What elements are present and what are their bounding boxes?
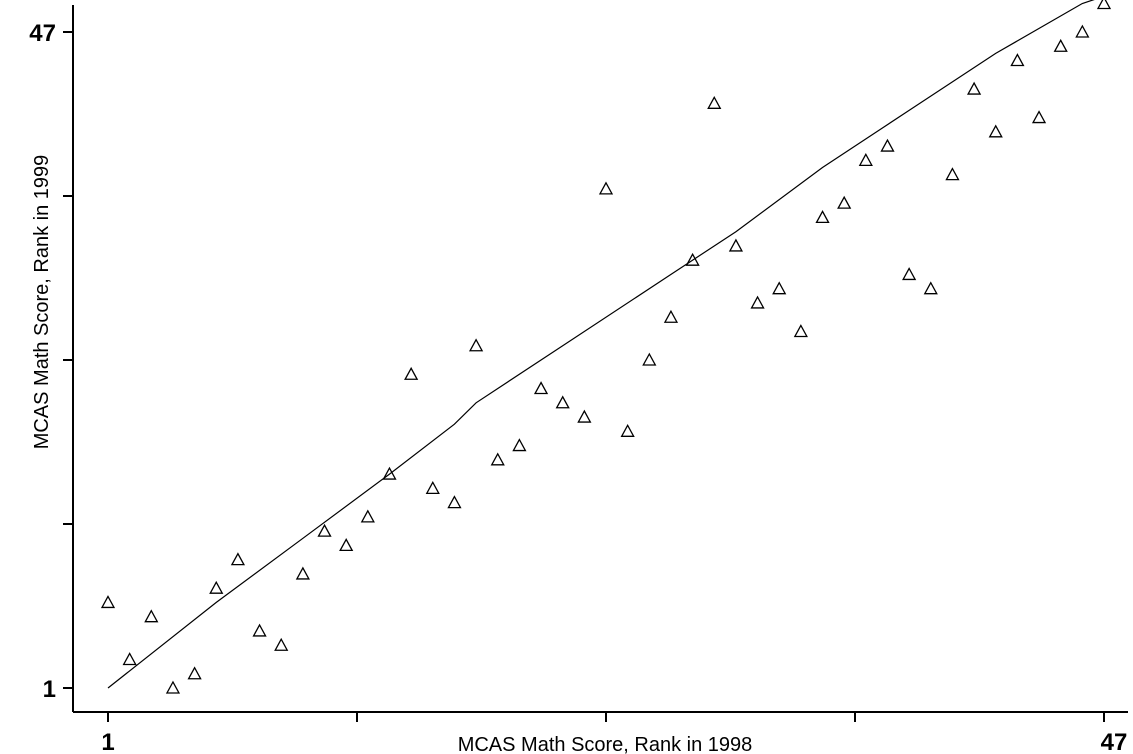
data-points xyxy=(100,0,1112,694)
data-point xyxy=(100,595,116,609)
data-point xyxy=(663,309,679,323)
data-point xyxy=(750,295,765,309)
data-point xyxy=(966,81,982,95)
y-tick-label: 1 xyxy=(43,676,56,703)
x-tick-label: 47 xyxy=(1101,729,1128,754)
data-point xyxy=(1031,110,1047,124)
data-point xyxy=(165,680,181,694)
data-point xyxy=(425,480,440,494)
data-point xyxy=(598,181,614,195)
y-axis-title: MCAS Math Score, Rank in 1999 xyxy=(31,155,53,450)
data-point xyxy=(490,452,505,466)
data-point xyxy=(360,509,375,523)
data-point xyxy=(555,395,570,409)
data-point xyxy=(512,438,527,452)
data-point xyxy=(793,324,808,338)
data-point xyxy=(577,409,592,423)
fit-line xyxy=(107,0,1095,689)
axes xyxy=(72,5,1128,713)
y-tick-label: 47 xyxy=(29,20,56,47)
data-point xyxy=(404,366,419,380)
data-point xyxy=(642,352,657,366)
data-point xyxy=(988,124,1003,138)
x-axis-title: MCAS Math Score, Rank in 1998 xyxy=(458,734,753,754)
data-point xyxy=(295,566,310,580)
data-point xyxy=(923,281,938,295)
data-point xyxy=(945,167,960,181)
data-point xyxy=(1010,53,1025,67)
data-point xyxy=(902,267,917,281)
data-point xyxy=(858,152,873,166)
data-point xyxy=(1096,0,1112,10)
data-point xyxy=(230,552,246,566)
data-point xyxy=(1053,38,1068,52)
data-point xyxy=(707,95,722,109)
data-point xyxy=(837,195,852,209)
data-point xyxy=(815,210,830,224)
data-point xyxy=(187,666,202,680)
data-point xyxy=(144,609,159,623)
data-point xyxy=(533,381,549,395)
x-tick-label: 1 xyxy=(101,729,114,754)
data-point xyxy=(728,238,744,252)
data-point xyxy=(1075,24,1090,38)
data-point xyxy=(122,652,137,666)
data-point xyxy=(447,495,462,509)
data-point xyxy=(209,580,224,594)
tick-labels: 1 47 1 47 xyxy=(29,20,1127,754)
data-point xyxy=(620,423,635,437)
ticks xyxy=(63,31,1105,722)
data-point xyxy=(880,138,895,152)
data-point xyxy=(685,252,700,266)
data-point xyxy=(252,623,267,637)
data-point xyxy=(772,281,787,295)
data-point xyxy=(468,338,484,352)
data-point xyxy=(317,523,332,537)
data-point xyxy=(382,466,397,480)
data-point xyxy=(274,637,289,651)
data-point xyxy=(339,538,354,552)
